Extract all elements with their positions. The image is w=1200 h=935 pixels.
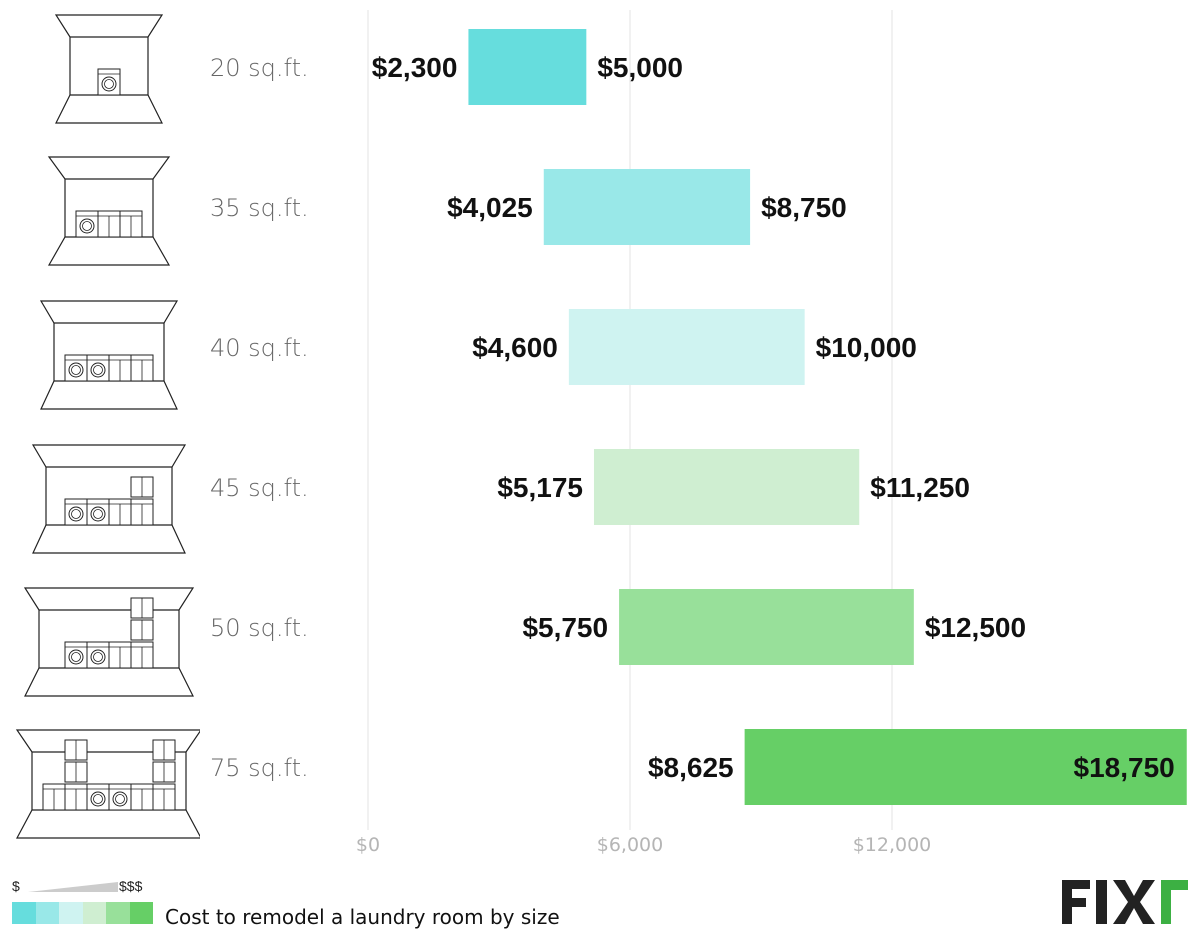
laundry-room-35-icon — [47, 156, 171, 266]
legend-swatch — [35, 902, 59, 924]
low-value-label: $5,175 — [497, 472, 583, 503]
chart-bars — [468, 29, 1187, 805]
size-label: 75 sq.ft. — [210, 754, 309, 782]
laundry-room-45-icon — [31, 444, 187, 554]
cost-range-chart: $2,300 $5,000 $4,025 $8,750 $4,600 $10,000 $5,… — [356, 10, 1187, 856]
high-value-label: $8,750 — [761, 192, 847, 223]
high-value-label: $12,500 — [925, 612, 1026, 643]
x-tick-label: $0 — [356, 834, 380, 856]
legend-swatch — [59, 902, 83, 924]
chart-grid — [367, 10, 893, 830]
low-value-label: $2,300 — [372, 52, 458, 83]
range-bar — [744, 729, 1187, 805]
fixr-logo — [1062, 880, 1188, 924]
high-value-label: $18,750 — [1074, 752, 1175, 783]
range-bar — [568, 309, 805, 385]
legend-caption: Cost to remodel a laundry room by size — [165, 905, 560, 929]
high-value-label: $10,000 — [816, 332, 917, 363]
low-value-label: $5,750 — [522, 612, 608, 643]
high-value-label: $5,000 — [597, 52, 683, 83]
size-label: 35 sq.ft. — [210, 194, 309, 222]
range-bar — [468, 29, 587, 105]
low-value-label: $4,600 — [472, 332, 558, 363]
laundry-room-50-icon — [23, 587, 195, 697]
chart-value-labels: $2,300 $5,000 $4,025 $8,750 $4,600 $10,000 $5,… — [372, 52, 1175, 783]
laundry-room-75-icon — [15, 729, 200, 839]
range-bar — [593, 449, 860, 525]
size-label: 50 sq.ft. — [210, 614, 309, 642]
low-value-label: $4,025 — [447, 192, 533, 223]
legend-swatch — [82, 902, 106, 924]
high-value-label: $11,250 — [870, 472, 970, 503]
x-axis-ticks: $0 $6,000 $12,000 — [356, 834, 931, 856]
legend-min-label: $ — [12, 878, 20, 894]
legend-swatch — [129, 902, 153, 924]
range-bar — [543, 169, 751, 245]
x-tick-label: $6,000 — [597, 834, 663, 856]
size-label: 45 sq.ft. — [210, 474, 309, 502]
size-label: 20 sq.ft. — [210, 54, 309, 82]
laundry-room-40-icon — [39, 300, 179, 410]
legend-swatches — [12, 902, 153, 924]
low-value-label: $8,625 — [648, 752, 734, 783]
legend-wedge — [28, 882, 118, 892]
legend-swatch — [12, 902, 36, 924]
legend-max-label: $$$ — [119, 878, 143, 894]
range-bar — [619, 589, 914, 665]
laundry-room-20-icon — [54, 14, 164, 124]
legend-swatch — [106, 902, 130, 924]
x-tick-label: $12,000 — [853, 834, 932, 856]
size-label: 40 sq.ft. — [210, 334, 309, 362]
